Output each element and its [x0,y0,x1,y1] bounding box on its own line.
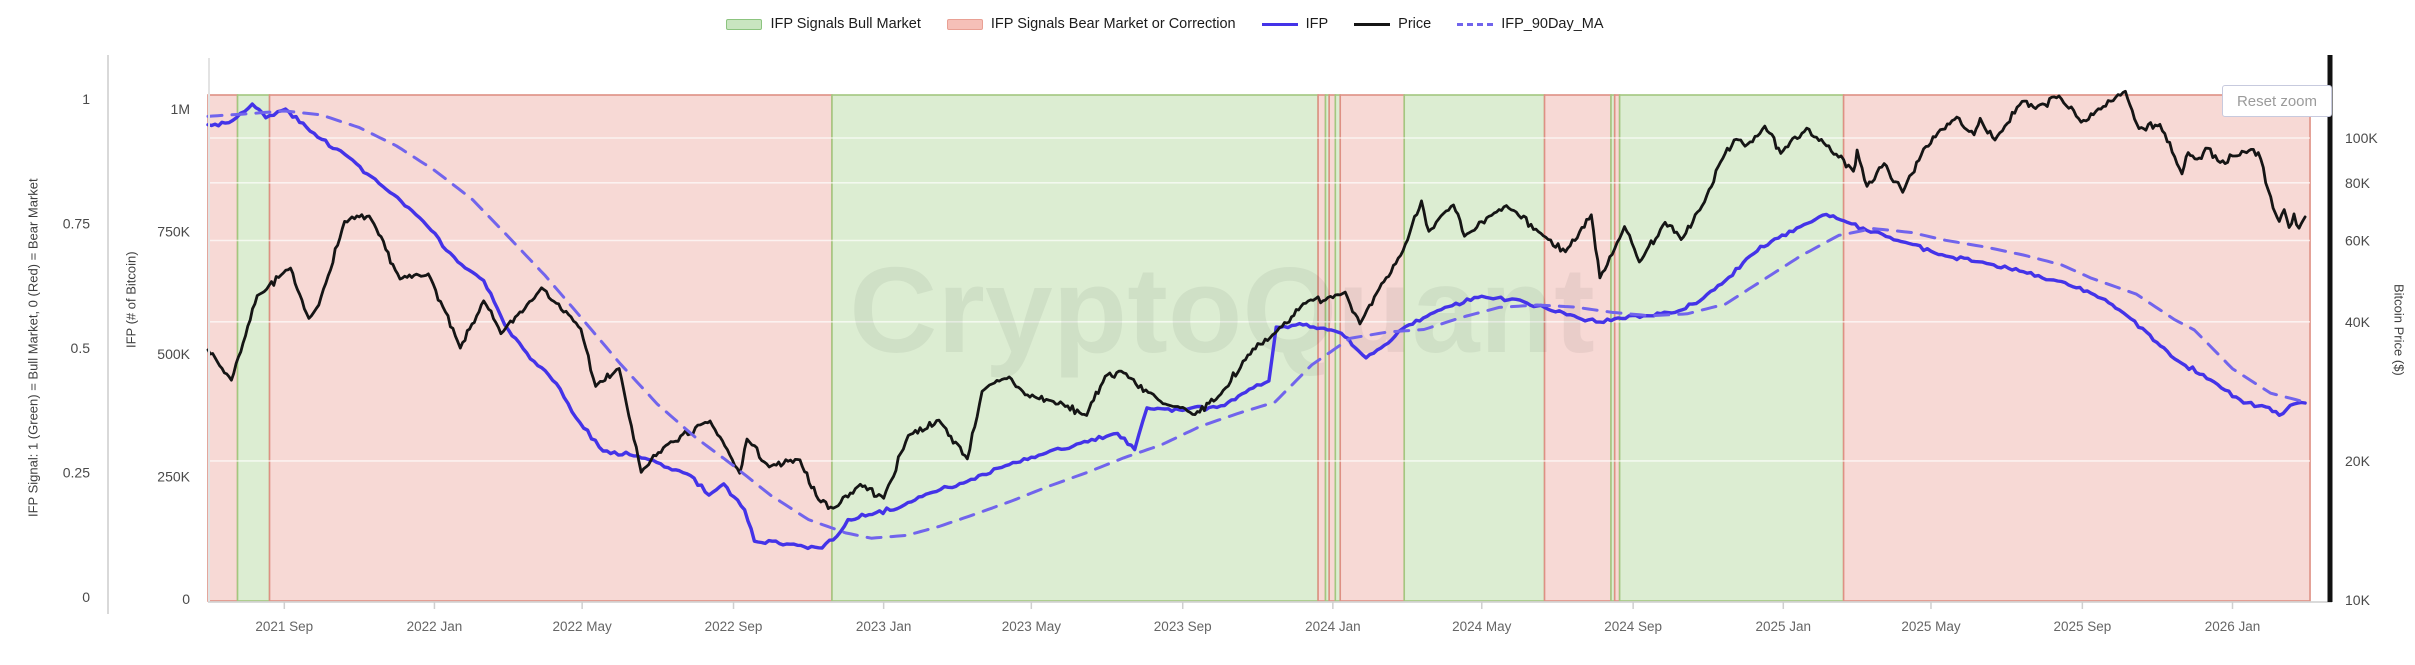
legend-label: Price [1398,16,1432,32]
signal-band-bull [236,94,271,602]
x-tick-label: 2025 May [1901,619,1961,634]
ifp-tick-label: 250K [157,469,190,485]
price-tick-label: 80K [2345,175,2371,191]
legend-label: IFP_90Day_MA [1501,16,1604,32]
x-tick-label: 2025 Sep [2053,619,2111,634]
price-axis-title: Bitcoin Price ($) [2391,284,2407,376]
x-tick-label: 2026 Jan [2205,619,2261,634]
ifp-tick-label: 0 [182,591,190,607]
signal-tick-label: 0.75 [63,216,90,232]
x-tick-label: 2024 May [1452,619,1512,634]
legend-item[interactable]: IFP Signals Bull Market [726,16,921,32]
gridlines-layer [208,137,2310,462]
signal-band-bull [1618,94,1845,602]
legend-item[interactable]: Price [1354,16,1431,32]
x-tick-label: 2022 Jan [407,619,463,634]
lines-layer [206,89,2307,551]
ifp-tick-label: 1M [171,101,190,117]
legend-swatch-line [1261,22,1298,26]
signal-band-bear [1842,94,2311,602]
signal-band-bear [207,94,239,602]
legend-swatch-line [1354,22,1391,26]
legend-swatch-area [726,18,763,30]
axes-layer: 2021 Sep 2022 Jan 2022 May 2022 Sep 2023 Jan… [63,55,2378,634]
x-tick-label: 2024 Jan [1305,619,1361,634]
legend-item[interactable]: IFP_90Day_MA [1457,16,1604,32]
x-tick-label: 2025 Jan [1756,619,1812,634]
reset-zoom-button[interactable]: Reset zoom [2222,85,2332,117]
signal-band-bear [268,94,833,602]
legend-item[interactable]: IFP Signals Bear Market or Correction [946,16,1236,32]
legend-label: IFP Signals Bear Market or Correction [990,16,1236,32]
price-tick-label: 60K [2345,232,2371,248]
legend-label: IFP [1305,16,1329,32]
series-Price [206,89,2307,510]
series-IFP [206,102,2307,551]
price-tick-label: 40K [2345,314,2371,330]
signal-tick-label: 0.5 [71,340,91,356]
x-tick-label: 2023 Sep [1154,619,1212,634]
x-tick-label: 2022 Sep [705,619,763,634]
legend-swatch-area [946,18,983,30]
price-tick-label: 20K [2345,453,2371,469]
x-tick-label: 2021 Sep [255,619,313,634]
signal-band-bull [1403,94,1546,602]
signal-band-bull [831,94,1319,602]
signal-tick-label: 0 [82,589,90,605]
x-tick-label: 2022 May [552,619,612,634]
signal-tick-label: 1 [82,91,90,107]
ifp-tick-label: 750K [157,224,190,240]
legend-item[interactable]: IFP [1261,16,1329,32]
series-IFP_90Day_MA [206,109,2307,540]
x-tick-label: 2023 Jan [856,619,912,634]
legend-swatch-dashed-line [1457,22,1494,26]
ifp-tick-label: 500K [157,346,190,362]
price-tick-label: 10K [2345,592,2371,608]
legend-label: IFP Signals Bull Market [770,16,921,32]
signal-tick-label: 0.25 [63,465,90,481]
x-tick-label: 2023 May [1002,619,1062,634]
bands-layer [207,94,2311,602]
watermark: CryptoQuant [849,242,1595,378]
signal-band-bear [1339,94,1406,602]
x-tick-label: 2024 Sep [1604,619,1662,634]
price-tick-label: 100K [2345,130,2378,146]
legend: IFP Signals Bull Market IFP Signals Bear … [0,10,2330,38]
